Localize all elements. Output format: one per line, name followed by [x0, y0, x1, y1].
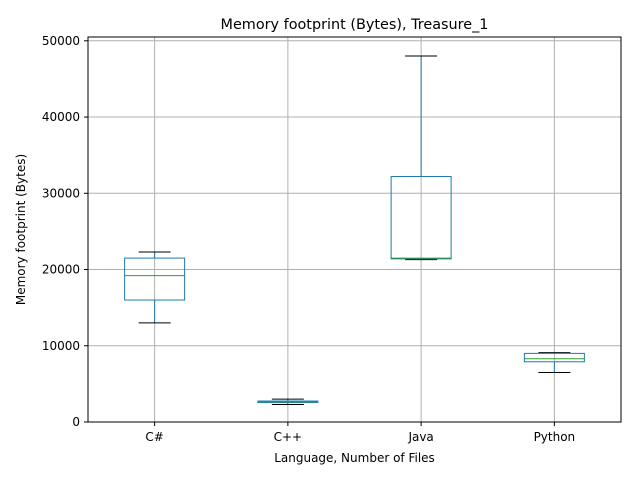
x-tick-label: C++	[274, 430, 303, 444]
boxes	[124, 55, 585, 405]
chart-title: Memory footprint (Bytes), Treasure_1	[221, 17, 489, 33]
y-tick-label: 30000	[42, 186, 80, 200]
plot-frame	[87, 36, 622, 423]
box-body	[124, 257, 186, 301]
box-c-	[257, 398, 319, 405]
grid	[88, 37, 621, 423]
box-java	[390, 55, 452, 261]
box-body	[523, 352, 585, 363]
x-tick-label: C#	[145, 430, 163, 444]
y-tick-label: 20000	[42, 263, 80, 277]
ticks: 0 10000 20000 30000 40000 50000 C# C++ Java Pytho…	[42, 34, 575, 444]
y-axis-label: Memory footprint (Bytes)	[14, 154, 28, 305]
box-c-	[124, 251, 186, 324]
box-body	[390, 176, 452, 260]
y-tick-label: 40000	[42, 110, 80, 124]
y-tick-label: 0	[72, 415, 80, 429]
y-tick-label: 50000	[42, 34, 80, 48]
x-axis-label: Language, Number of Files	[274, 451, 435, 465]
x-tick-label: Java	[407, 430, 433, 444]
y-tick-label: 10000	[42, 339, 80, 353]
box-python	[523, 352, 585, 373]
x-tick-label: Python	[534, 430, 576, 444]
